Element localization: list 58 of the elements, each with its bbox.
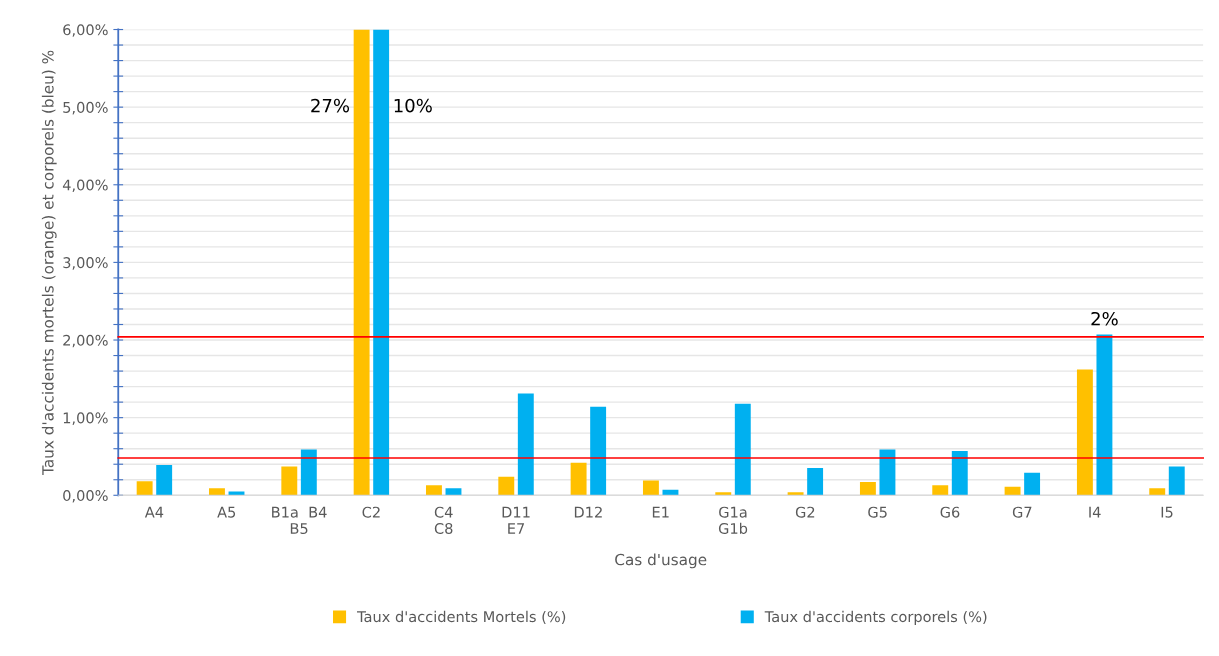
bar (787, 492, 804, 496)
bar (1076, 369, 1093, 496)
x-tick-label: G6 (940, 506, 960, 518)
x-tick-label: G2 (795, 506, 815, 518)
y-tick-label: 0,00% (63, 490, 108, 503)
bar (156, 465, 173, 496)
bar (734, 403, 751, 496)
y-tick-label: 6,00% (63, 24, 108, 37)
bar (1096, 334, 1113, 496)
x-tick-label: D12 (574, 506, 602, 518)
x-tick-label: G1a G1b (718, 506, 748, 535)
bar (228, 491, 245, 496)
y-axis-title: Taux d'accidents mortels (orange) et corporels (bleu) % (41, 50, 57, 476)
x-tick-label: A4 (144, 506, 164, 518)
y-tick-label: 1,00% (63, 412, 108, 425)
bar (570, 462, 587, 496)
y-tick-label: 3,00% (63, 257, 108, 270)
y-tick-label: 5,00% (63, 101, 108, 115)
annotation: 10% (394, 98, 432, 113)
bar (715, 492, 732, 496)
legend-label: Taux d'accidents Mortels (%) (357, 610, 566, 624)
bar (1004, 486, 1021, 496)
bar (445, 488, 462, 496)
bar (136, 481, 153, 496)
x-tick-label: A5 (217, 506, 236, 518)
annotation: 2% (1091, 311, 1118, 326)
x-tick-label: I5 (1161, 506, 1173, 518)
bar (807, 468, 824, 496)
x-axis-title: Cas d'usage (615, 553, 707, 569)
bar (498, 476, 515, 496)
x-tick-label: C2 (362, 506, 380, 518)
bar (1024, 472, 1041, 496)
y-tick-label: 4,00% (62, 179, 108, 193)
bar (1168, 466, 1185, 496)
bar (373, 29, 390, 496)
bar (300, 449, 317, 496)
bar (517, 393, 534, 496)
x-tick-label: G7 (1012, 506, 1032, 518)
legend-label: Taux d'accidents corporels (%) (764, 610, 987, 625)
bar (590, 406, 607, 496)
bar (859, 482, 876, 496)
bar (642, 480, 659, 496)
bar (426, 485, 442, 496)
bar (281, 466, 298, 496)
bar (1149, 488, 1166, 496)
bar (879, 449, 896, 496)
bar (951, 451, 968, 496)
bar (932, 485, 949, 496)
x-tick-label: I4 (1089, 506, 1101, 518)
bar (209, 488, 225, 496)
annotation: 27% (311, 98, 350, 113)
y-tick-label: 2,00% (63, 334, 108, 348)
x-tick-label: C4 C8 (434, 506, 453, 535)
x-tick-label: G5 (868, 506, 887, 518)
bar (353, 29, 370, 496)
x-tick-label: B1a B4 B5 (272, 506, 327, 535)
x-tick-label: E1 (652, 506, 669, 518)
x-tick-label: D11 E7 (502, 506, 530, 534)
